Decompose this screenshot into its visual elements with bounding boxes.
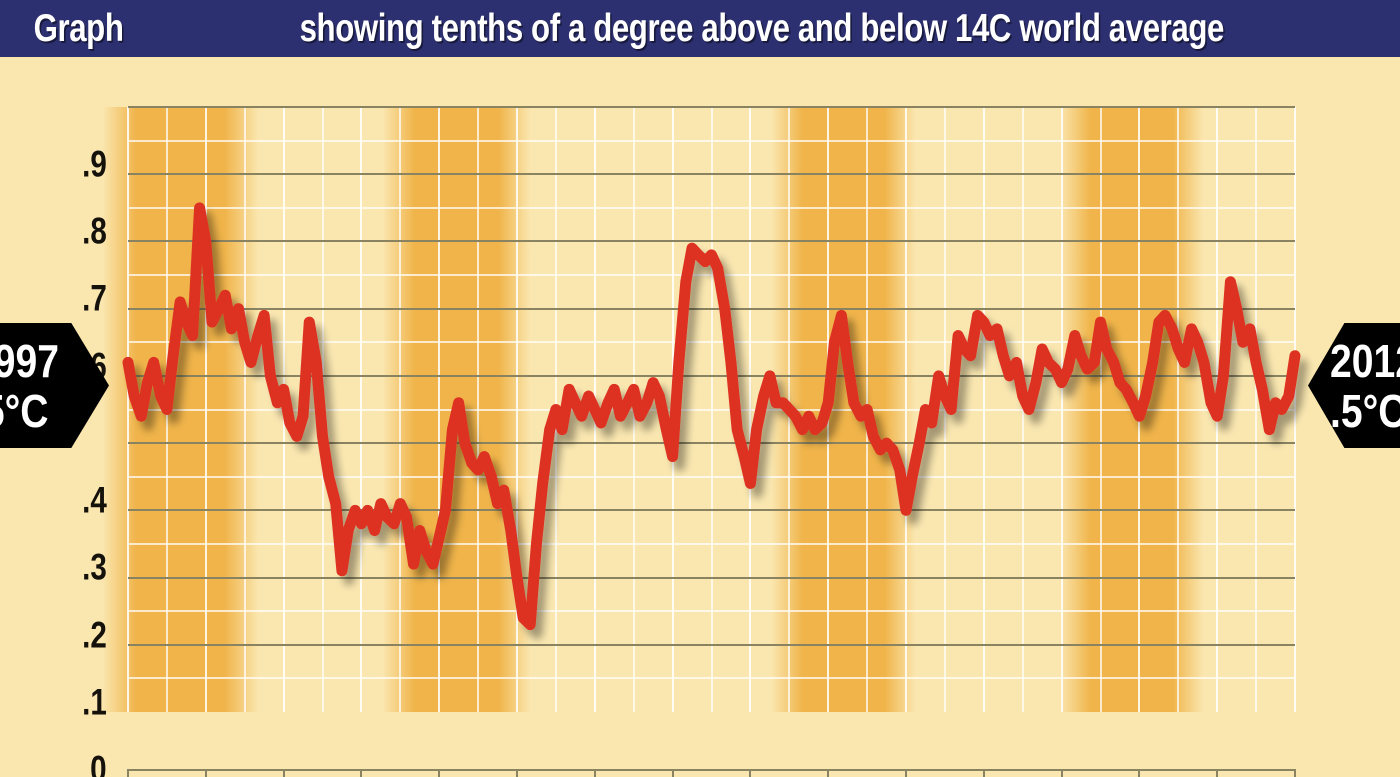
end-value-label: .5°C (1330, 384, 1400, 437)
gridline-major (128, 173, 1295, 176)
gridline-minor (128, 610, 1295, 613)
x-axis-tick (671, 769, 674, 777)
y-axis-tick-label: .7 (82, 277, 107, 319)
gridline-minor (128, 408, 1295, 411)
x-axis-tick (1216, 769, 1219, 777)
chart-container: 19979899200001020304050607080910112012 .… (0, 57, 1400, 777)
plot-area (102, 106, 1301, 712)
y-axis-tick-label: 0 (90, 748, 107, 777)
gridline-minor (128, 274, 1295, 277)
end-year-label: 2012 (1330, 334, 1400, 387)
header-title-word: Graph (33, 6, 124, 50)
gridline-major (128, 240, 1295, 243)
x-axis-tick (516, 769, 518, 777)
photographer-credit: BEN WELLER (0, 687, 2, 765)
gridline-minor (128, 542, 1295, 545)
x-axis-tick (1294, 769, 1296, 777)
x-axis-tick (1138, 769, 1141, 777)
gridline-major (128, 374, 1295, 377)
start-value-label: .5°C (0, 384, 49, 437)
header-banner: Graph showing tenths of a degree above a… (0, 0, 1400, 57)
x-axis-tick (127, 769, 129, 777)
x-axis-tick (593, 769, 596, 777)
y-axis-tick-label: .1 (82, 681, 107, 723)
x-axis-tick (282, 769, 285, 777)
gridline-major (128, 509, 1295, 512)
gridline-major (128, 576, 1295, 579)
y-axis-tick-label: .8 (82, 210, 107, 252)
x-axis-tick (438, 769, 441, 777)
gridline-minor (128, 341, 1295, 344)
x-axis-tick (204, 769, 207, 777)
x-axis-tick (905, 769, 907, 777)
gridline-minor (128, 139, 1295, 142)
start-year-label: 1997 (0, 334, 59, 387)
gridline-major (128, 442, 1295, 445)
x-axis-tick (749, 769, 752, 777)
gridline-major (128, 643, 1295, 646)
vertical-gridline (1294, 107, 1296, 712)
x-axis-tick (982, 769, 985, 777)
gridline-major (128, 106, 1295, 108)
temperature-line-series (122, 202, 1301, 631)
header-subtitle: showing tenths of a degree above and bel… (299, 6, 1225, 50)
gridline-minor (128, 206, 1295, 209)
start-year-badge: 1997 .5°C (0, 323, 109, 448)
x-axis-tick (360, 769, 363, 777)
y-axis-tick-label: .2 (82, 614, 107, 656)
gridline-minor (128, 475, 1295, 478)
x-axis-tick (827, 769, 830, 777)
y-axis-tick-label: .3 (82, 546, 107, 588)
gridline-major (128, 307, 1295, 310)
y-axis-tick-label: .9 (82, 143, 107, 185)
gridline-minor (128, 677, 1295, 680)
y-axis-tick-label: .4 (82, 479, 107, 521)
x-axis-tick (1060, 769, 1063, 777)
x-axis-line (128, 769, 1295, 771)
